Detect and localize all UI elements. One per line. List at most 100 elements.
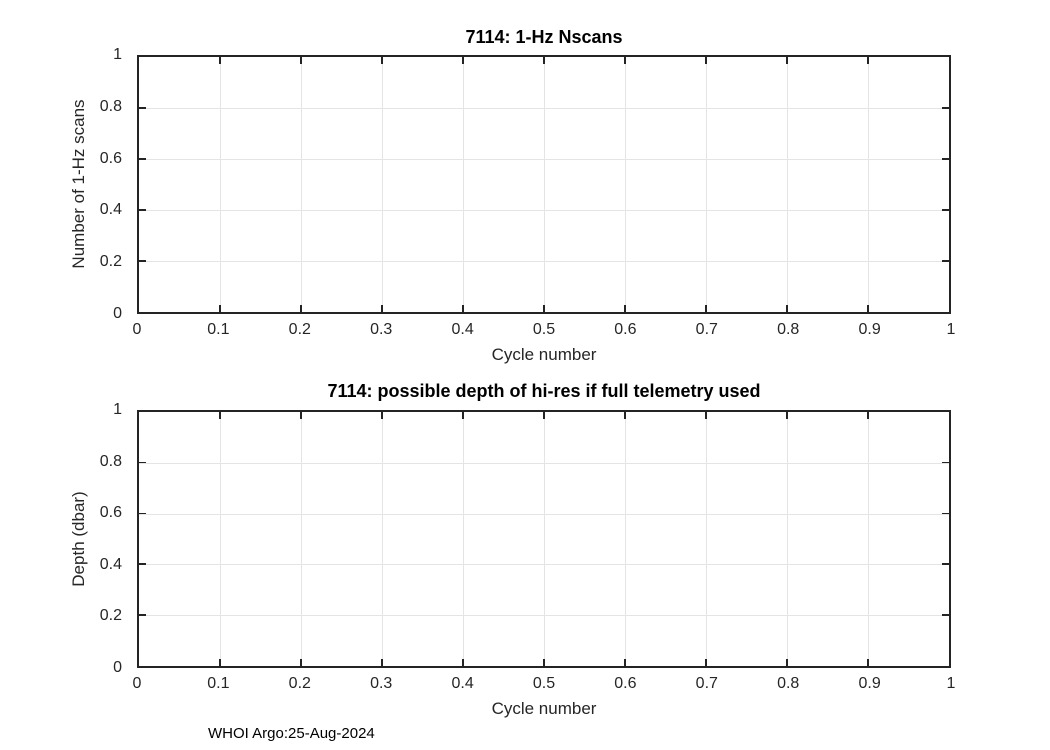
x-tick-mark [381, 57, 383, 64]
x-tick-label: 0.6 [614, 675, 637, 692]
x-gridline [706, 412, 707, 666]
y-tick-label: 0.8 [99, 97, 122, 115]
x-tick-mark [786, 305, 788, 312]
x-tick-mark [705, 57, 707, 64]
y-tick-label: 0 [113, 305, 122, 322]
x-gridline [625, 412, 626, 666]
x-tick-label: 0.7 [695, 675, 718, 692]
x-axis-label: Cycle number [491, 699, 597, 718]
x-tick-mark [624, 412, 626, 419]
x-tick-mark [381, 412, 383, 419]
x-gridline [220, 57, 221, 312]
y-tick-label: 0.6 [99, 149, 122, 167]
x-gridline [382, 412, 383, 666]
x-gridline [868, 57, 869, 312]
x-tick-mark [786, 412, 788, 419]
x-tick-mark [867, 659, 869, 666]
y-tick-label: 0.2 [99, 253, 122, 271]
x-tick-label: 0.4 [451, 321, 474, 338]
x-tick-mark [462, 305, 464, 312]
x-tick-mark [219, 659, 221, 666]
x-tick-mark [543, 412, 545, 419]
x-tick-label: 1 [946, 321, 956, 338]
y-axis-label: Depth (dbar) [69, 491, 88, 587]
x-axis-tick-labels: 0 0.1 0.2 0.3 0.4 0.5 0.6 0.7 0.8 0.9 1 [133, 321, 956, 343]
y-tick-mark [942, 512, 949, 515]
y-tick-label: 0.2 [99, 607, 122, 625]
y-tick-label: 0.6 [99, 504, 122, 522]
y-tick-mark [139, 614, 146, 616]
plot-area [137, 410, 951, 668]
x-gridline [544, 412, 545, 666]
y-tick-mark [139, 563, 146, 565]
x-tick-label: 0 [132, 321, 142, 338]
x-tick-mark [300, 57, 302, 64]
y-gridline [139, 564, 949, 566]
y-tick-mark [942, 260, 949, 262]
x-tick-label: 0.6 [614, 321, 637, 338]
y-gridline [139, 462, 949, 464]
x-tick-label: 0.5 [532, 321, 556, 338]
x-tick-mark [624, 659, 626, 666]
x-tick-mark [381, 305, 383, 312]
x-tick-label: 0.2 [288, 675, 311, 692]
x-gridline [301, 57, 302, 312]
x-tick-mark [705, 659, 707, 666]
x-tick-mark [786, 659, 788, 666]
x-tick-mark [543, 305, 545, 312]
y-tick-label: 0.4 [99, 201, 122, 219]
x-tick-mark [786, 57, 788, 64]
x-gridline [544, 57, 545, 312]
x-tick-label: 0.1 [207, 321, 230, 338]
y-tick-label: 1 [113, 46, 122, 63]
y-tick-mark [139, 260, 146, 262]
x-tick-mark [462, 659, 464, 666]
y-tick-mark [942, 158, 949, 160]
x-tick-label: 0.1 [207, 675, 230, 692]
y-tick-mark [942, 209, 949, 211]
y-tick-label: 0.8 [99, 452, 122, 470]
y-gridline [139, 615, 949, 617]
y-gridline [139, 159, 949, 160]
x-tick-mark [219, 57, 221, 64]
x-gridline [463, 57, 464, 312]
x-gridline [787, 57, 788, 312]
x-gridline [868, 412, 869, 666]
x-tick-mark [624, 57, 626, 64]
y-tick-mark [942, 461, 949, 464]
x-tick-mark [300, 412, 302, 419]
x-tick-label: 0.3 [370, 675, 393, 692]
x-tick-mark [867, 305, 869, 312]
y-axis-tick-labels: 0 0.2 0.4 0.6 0.8 1 [0, 401, 130, 676]
x-tick-label: 0 [132, 675, 142, 692]
x-tick-mark [705, 305, 707, 312]
y-tick-mark [139, 209, 146, 211]
y-gridline [139, 210, 949, 211]
y-axis-label: Number of 1-Hz scans [69, 99, 88, 269]
y-tick-mark [139, 461, 146, 464]
x-tick-mark [867, 412, 869, 419]
x-tick-mark [462, 57, 464, 64]
y-gridline [139, 261, 949, 262]
x-gridline [220, 412, 221, 666]
chart-title: 7114: 1-Hz Nscans [465, 27, 623, 47]
x-tick-label: 0.8 [777, 675, 800, 692]
y-tick-mark [942, 107, 949, 109]
x-tick-label: 0.8 [777, 321, 800, 338]
y-tick-label: 0 [113, 659, 122, 676]
x-gridline [787, 412, 788, 666]
x-axis-label: Cycle number [491, 345, 597, 364]
x-tick-label: 0.2 [288, 321, 311, 338]
x-tick-label: 1 [946, 675, 956, 692]
x-tick-label: 0.7 [695, 321, 718, 338]
x-gridline [625, 57, 626, 312]
x-tick-mark [219, 412, 221, 419]
x-axis-tick-labels: 0 0.1 0.2 0.3 0.4 0.5 0.6 0.7 0.8 0.9 1 [133, 675, 956, 697]
y-tick-mark [139, 107, 146, 109]
x-gridline [706, 57, 707, 312]
y-tick-mark [139, 158, 146, 160]
plot-area [137, 55, 951, 314]
chart-title: 7114: possible depth of hi-res if full t… [327, 381, 761, 401]
x-tick-mark [219, 305, 221, 312]
x-tick-mark [705, 412, 707, 419]
